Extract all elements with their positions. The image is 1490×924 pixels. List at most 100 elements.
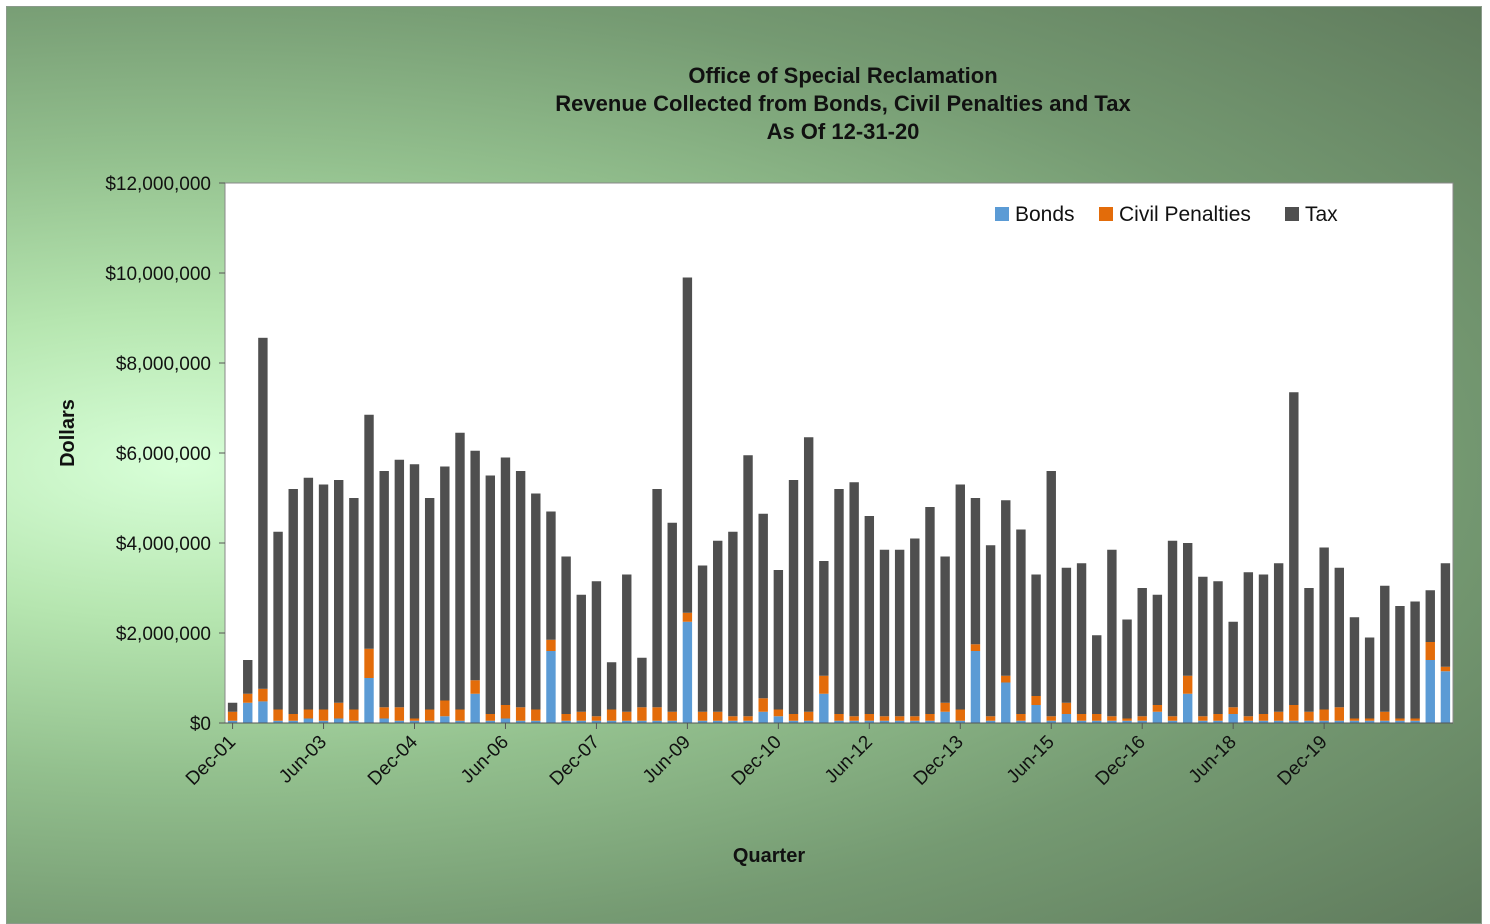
bar-civil-penalties (485, 714, 496, 721)
bar-bonds (1122, 720, 1132, 723)
bar-bonds (1334, 720, 1344, 723)
bar-tax (1258, 574, 1269, 714)
bar-civil-penalties (940, 702, 950, 712)
bar-civil-penalties (1425, 642, 1435, 660)
bar-tax (258, 337, 268, 689)
bar-tax (455, 432, 465, 710)
bar-bonds (379, 718, 389, 723)
bar-bonds (1107, 720, 1117, 723)
bar-civil-penalties (318, 709, 329, 721)
y-axis: $0 $2,000,000 $4,000,000 $6,000,000 $8,000,0… (105, 174, 225, 735)
y-tick-label: $10,000,000 (105, 264, 211, 285)
bar-tax (485, 475, 496, 714)
bar-tax (440, 466, 450, 701)
bar-bonds (849, 720, 859, 723)
bar-civil-penalties (894, 716, 905, 721)
bar-bonds (697, 720, 708, 723)
bar-civil-penalties (1364, 718, 1375, 721)
bar-tax (970, 498, 981, 645)
bar-bonds (318, 720, 329, 723)
bar-bonds (258, 701, 268, 723)
x-tick-label: Jun-12 (821, 732, 877, 788)
bar-bonds (440, 716, 450, 723)
bar-civil-penalties (910, 716, 920, 721)
bar-civil-penalties (470, 680, 480, 694)
x-tick-label: Jun-18 (1185, 732, 1241, 788)
legend: Bonds Civil Penalties Tax (995, 203, 1338, 226)
bar-tax (546, 511, 556, 640)
bar-civil-penalties (758, 698, 768, 712)
bar-bonds (713, 720, 723, 723)
bar-tax (1198, 576, 1208, 717)
bar-tax (1395, 606, 1405, 719)
bar-civil-penalties (955, 709, 965, 721)
bar-tax (1167, 540, 1178, 717)
x-tick-label: Dec-13 (910, 732, 968, 790)
bar-tax (1273, 563, 1284, 712)
bar-bonds (970, 651, 981, 723)
bar-civil-penalties (515, 707, 526, 721)
bar-tax (682, 277, 693, 613)
bar-bonds (925, 720, 935, 723)
bar-bonds (985, 720, 996, 723)
bar-tax (910, 538, 920, 717)
bar-civil-penalties (440, 700, 450, 717)
bar-bonds (879, 720, 890, 723)
bar-tax (925, 507, 935, 714)
bar-tax (1425, 590, 1435, 642)
bar-bonds (227, 720, 238, 723)
bar-tax (864, 516, 875, 714)
bar-civil-penalties (288, 714, 298, 721)
bar-bonds (273, 720, 283, 723)
bar-tax (1092, 635, 1102, 714)
bar-bonds (531, 720, 541, 723)
bar-tax (561, 556, 571, 714)
bar-civil-penalties (637, 707, 647, 721)
y-axis-title: Dollars (57, 399, 79, 467)
x-tick-label: Jun-09 (639, 732, 695, 788)
bar-civil-penalties (227, 711, 238, 721)
bar-civil-penalties (1213, 714, 1223, 721)
bar-tax (531, 493, 541, 710)
legend-label-tax: Tax (1305, 203, 1338, 226)
chart-area: Office of Special Reclamation Revenue Co… (6, 6, 1482, 924)
bar-tax (364, 414, 374, 649)
bar-tax (940, 556, 950, 703)
bar-civil-penalties (1410, 718, 1420, 721)
bar-civil-penalties (1440, 666, 1451, 672)
bar-bonds (576, 720, 586, 723)
bar-bonds (1243, 720, 1254, 723)
bar-bonds (515, 720, 526, 723)
x-tick-label: Jun-15 (1003, 732, 1059, 788)
bar-civil-penalties (334, 702, 344, 719)
bar-bonds (743, 720, 753, 723)
bar-civil-penalties (819, 675, 829, 694)
bar-bonds (1137, 720, 1147, 723)
bar-bonds (894, 720, 905, 723)
bar-civil-penalties (1016, 714, 1026, 721)
x-tick-label: Dec-10 (728, 732, 786, 790)
bar-tax (955, 484, 965, 710)
bar-tax (379, 471, 389, 708)
bar-civil-penalties (500, 705, 511, 719)
bar-tax (1349, 617, 1360, 719)
bar-tax (424, 498, 435, 710)
bar-civil-penalties (455, 709, 465, 721)
bar-civil-penalties (424, 709, 435, 721)
bar-bonds (1061, 714, 1072, 723)
bar-tax (394, 459, 405, 708)
bar-tax (334, 480, 344, 703)
bar-civil-penalties (803, 711, 814, 721)
bar-bonds (1167, 720, 1178, 723)
bar-civil-penalties (697, 711, 708, 721)
bar-bonds (546, 651, 556, 723)
bar-bonds (788, 720, 799, 723)
bar-bonds (1228, 714, 1238, 723)
bar-tax (1213, 581, 1223, 714)
bar-civil-penalties (1349, 718, 1360, 721)
bar-civil-penalties (1395, 718, 1405, 721)
bar-tax (1182, 543, 1193, 676)
bar-civil-penalties (713, 711, 723, 721)
bar-bonds (910, 720, 920, 723)
bar-bonds (940, 711, 950, 723)
